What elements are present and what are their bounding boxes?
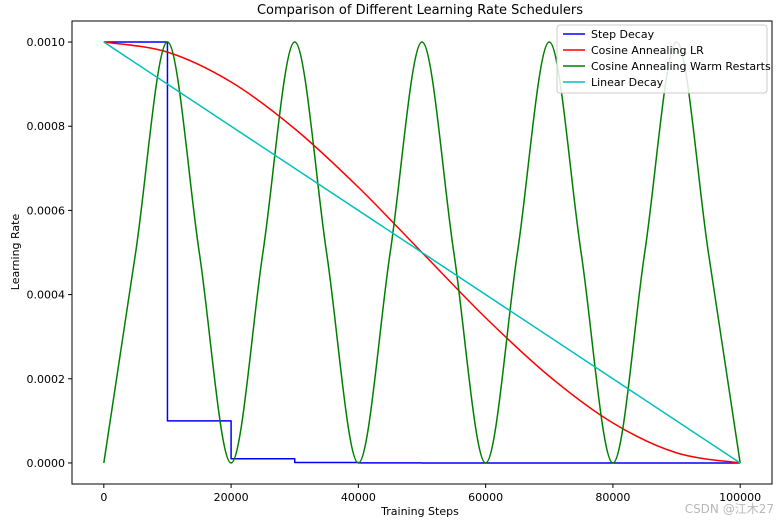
x-tick-label: 60000 [468,491,503,504]
y-tick-label: 0.0006 [27,204,66,217]
chart-title: Comparison of Different Learning Rate Sc… [257,3,583,18]
y-tick-label: 0.0010 [27,36,66,49]
series-layer [103,41,741,464]
series-line-linear-decay [103,41,741,464]
x-tick-label: 20000 [214,491,249,504]
legend-label: Step Decay [591,28,655,41]
watermark-text: CSDN @江木27 [684,502,774,516]
y-axis-label: Learning Rate [9,214,22,291]
series-line-cosine-annealing-warm-restarts [103,41,741,464]
y-tick-label: 0.0002 [27,373,66,386]
x-axis: 0 20000 40000 60000 80000 100000 [100,484,761,504]
x-tick-label: 40000 [341,491,376,504]
x-tick-label: 0 [100,491,107,504]
legend-box [556,24,768,94]
plot-frame [71,20,773,485]
legend-label: Cosine Annealing Warm Restarts [591,60,771,73]
x-axis-label: Training Steps [380,505,459,518]
y-axis: 0.0000 0.0002 0.0004 0.0006 0.0008 0.0010 [27,36,72,470]
x-tick-label: 80000 [595,491,630,504]
legend-label: Cosine Annealing LR [591,44,704,57]
legend: Step Decay Cosine Annealing LR Cosine Anne… [556,24,771,94]
y-tick-label: 0.0004 [27,289,66,302]
legend-label: Linear Decay [591,76,664,89]
y-tick-label: 0.0008 [27,120,66,133]
y-tick-label: 0.0000 [27,457,66,470]
x-tick-label: 100000 [719,491,761,504]
